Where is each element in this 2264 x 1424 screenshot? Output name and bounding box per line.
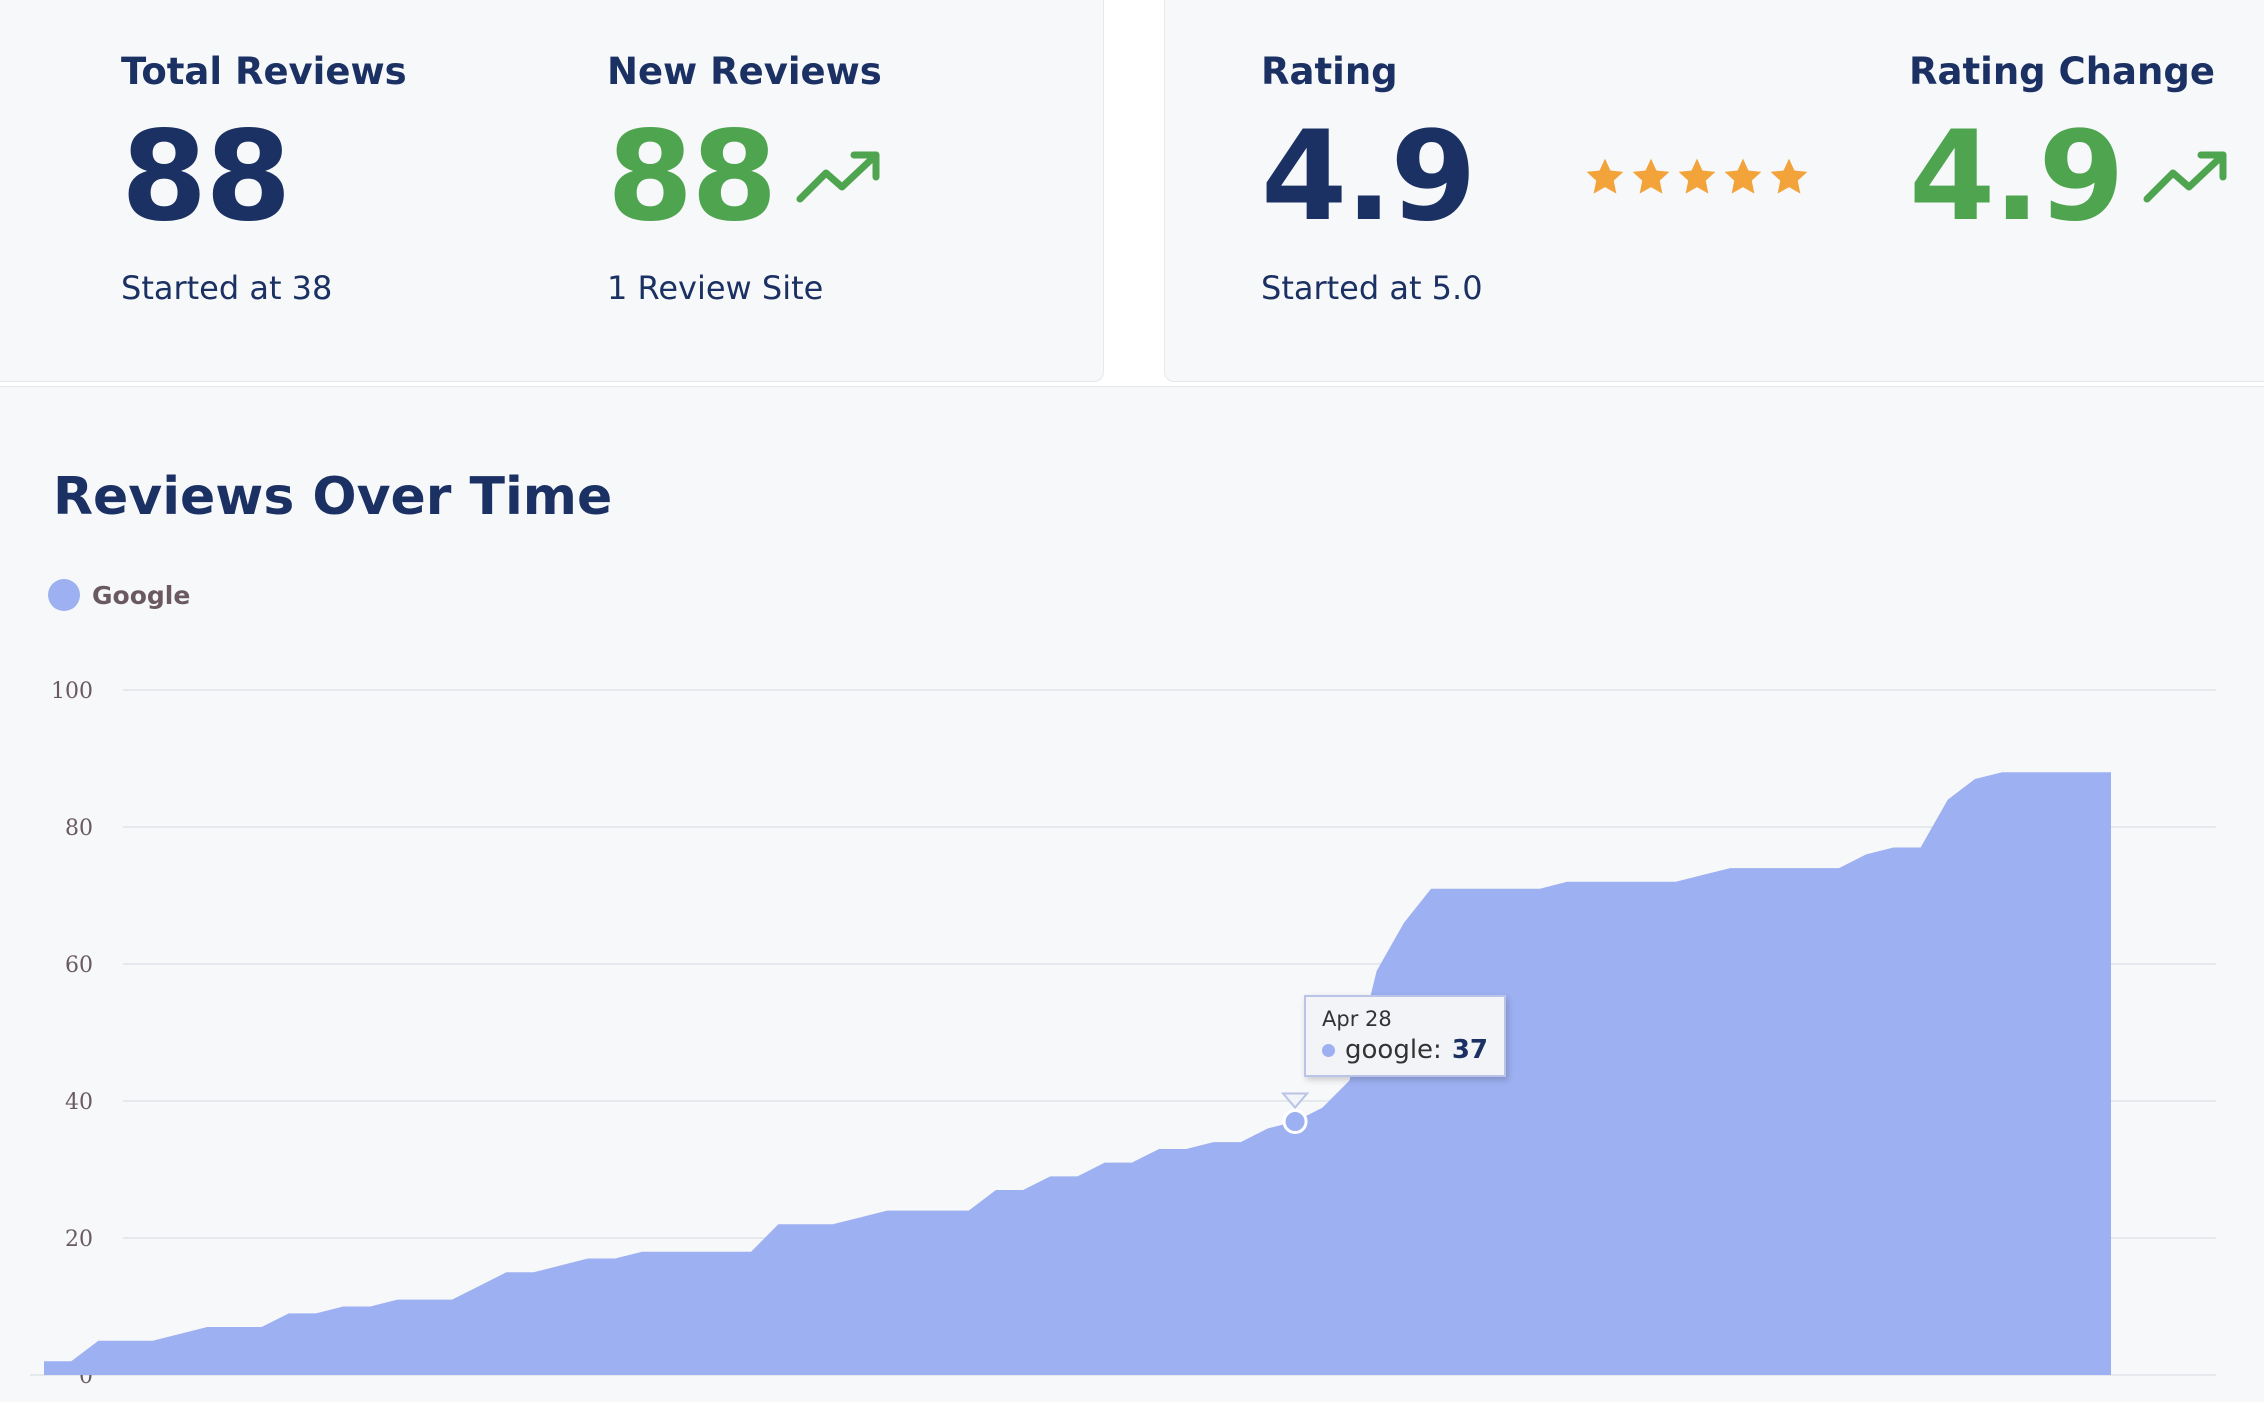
total-reviews-value: 88	[121, 105, 292, 249]
total-reviews-stat: Total Reviews 88 Started at 38	[121, 50, 407, 307]
new-reviews-stat: New Reviews 88 1 Review Site	[607, 50, 882, 307]
rating-change-value: 4.9	[1909, 105, 2125, 249]
new-reviews-label: New Reviews	[607, 50, 882, 93]
rating-start: Started at 5.0	[1261, 269, 1483, 307]
series-area-google	[44, 772, 2111, 1375]
rating-value: 4.9	[1261, 105, 1477, 249]
reviews-over-time-card: Reviews Over Time Google 0 20 40 60 80 100 Ap…	[0, 386, 2264, 1402]
tooltip-date: Apr 28	[1322, 1007, 1392, 1031]
total-reviews-label: Total Reviews	[121, 50, 407, 93]
hover-point-marker	[1282, 1109, 1308, 1135]
legend-label: Google	[92, 580, 191, 610]
reviews-stats-card: Total Reviews 88 Started at 38 New Revie…	[0, 0, 1104, 382]
rating-stat: Rating 4.9 Started at 5.0	[1261, 50, 1483, 307]
y-tick-label: 100	[51, 679, 93, 704]
trending-up-icon	[796, 151, 880, 203]
tooltip-series-name: google:	[1345, 1035, 1442, 1065]
new-reviews-value: 88	[607, 105, 778, 249]
chart-legend-item-google[interactable]: Google	[48, 579, 190, 611]
star-icon	[1632, 158, 1670, 194]
review-sites-count: 1 Review Site	[607, 269, 824, 307]
star-icon	[1586, 158, 1624, 194]
rating-change-value-row: 4.9	[1909, 115, 2229, 239]
star-rating	[1584, 156, 1810, 198]
y-tick-label: 60	[65, 953, 93, 978]
trending-up-icon	[2143, 151, 2227, 203]
tooltip-value: 37	[1451, 1035, 1488, 1065]
tooltip-series-dot	[1322, 1043, 1335, 1057]
total-reviews-start: Started at 38	[121, 269, 333, 307]
star-icon	[1678, 158, 1716, 194]
star-icon	[1770, 158, 1808, 194]
new-reviews-value-row: 88	[607, 115, 882, 239]
y-tick-label: 40	[65, 1090, 93, 1115]
tooltip-row: google: 37	[1322, 1035, 1488, 1065]
y-tick-label: 80	[65, 816, 93, 841]
tooltip-pointer	[1280, 1092, 1310, 1110]
chart-tooltip: Apr 28 google: 37	[1304, 995, 1506, 1077]
y-tick-label: 20	[65, 1227, 93, 1252]
star-icon	[1724, 158, 1762, 194]
chart-title: Reviews Over Time	[53, 467, 613, 527]
legend-color-dot	[48, 579, 80, 611]
rating-change-label: Rating Change	[1909, 50, 2215, 93]
rating-stats-card: Rating 4.9 Started at 5.0 Rating Change …	[1164, 0, 2264, 382]
rating-change-stat: Rating Change 4.9	[1909, 50, 2229, 239]
rating-label: Rating	[1261, 50, 1398, 93]
